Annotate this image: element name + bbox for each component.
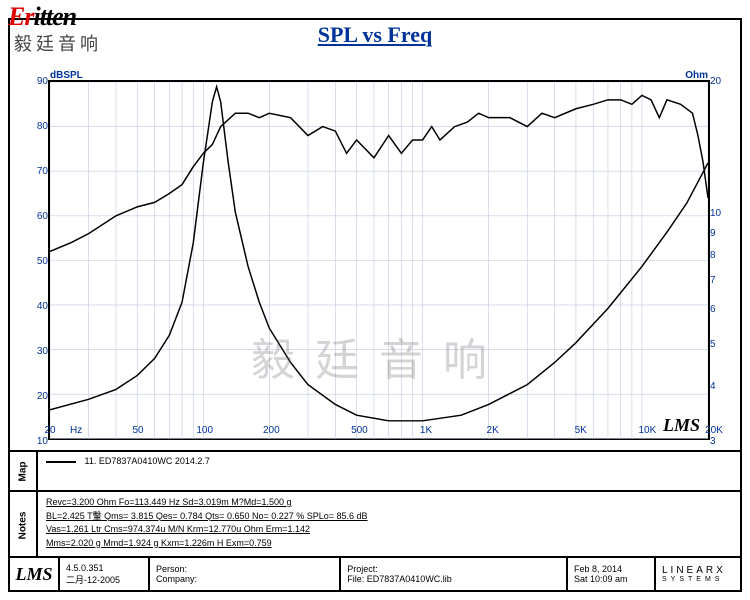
- x-unit: Hz: [70, 425, 82, 436]
- map-tab: Map: [10, 452, 38, 490]
- x-tick: 1K: [412, 425, 440, 436]
- y1-tick: 90: [28, 76, 48, 87]
- notes-line: Revc=3.200 Ohm Fo=113.449 Hz Sd=3.019m M…: [46, 496, 732, 510]
- notes-section: Notes Revc=3.200 Ohm Fo=113.449 Hz Sd=3.…: [10, 490, 740, 558]
- x-tick: 100: [191, 425, 219, 436]
- legend-text: 11. ED7837A0410WC 2014.2.7: [85, 456, 210, 466]
- notes-body: Revc=3.200 Ohm Fo=113.449 Hz Sd=3.019m M…: [38, 492, 740, 558]
- footer-linearx: LINEARX: [662, 565, 726, 576]
- y2-tick: 9: [710, 228, 730, 239]
- x-tick: 50: [124, 425, 152, 436]
- map-body: 11. ED7837A0410WC 2014.2.7: [38, 452, 740, 490]
- watermark-lms: LMS: [663, 415, 700, 436]
- footer-date: Feb 8, 2014: [574, 564, 648, 574]
- footer-person-cell: Person: Company:: [150, 558, 341, 590]
- chart-svg: [50, 82, 708, 439]
- footer-linearx-cell: LINEARX SYSTEMS: [656, 558, 740, 590]
- map-section: Map 11. ED7837A0410WC 2014.2.7: [10, 450, 740, 490]
- x-tick: 20: [36, 425, 64, 436]
- footer-company-label: Company:: [156, 574, 333, 584]
- y1-tick: 50: [28, 256, 48, 267]
- footer-lms: LMS: [10, 558, 60, 590]
- y2-tick: 6: [710, 304, 730, 315]
- y1-tick: 10: [28, 436, 48, 447]
- footer-time: Sat 10:09 am: [574, 574, 648, 584]
- y2-tick: 3: [710, 436, 730, 447]
- y1-tick: 40: [28, 301, 48, 312]
- footer-version-cell: 4.5.0.351 二月-12-2005: [60, 558, 150, 590]
- chart-area: dBSPL Ohm 102030405060708090 34567891020…: [48, 80, 710, 440]
- y1-tick: 60: [28, 211, 48, 222]
- x-tick: 2K: [479, 425, 507, 436]
- legend-line-icon: [46, 461, 76, 463]
- y2-tick: 4: [710, 381, 730, 392]
- footer-version: 4.5.0.351: [66, 563, 142, 573]
- y2-tick: 7: [710, 275, 730, 286]
- footer-project-cell: Project: File: ED7837A0410WC.lib: [341, 558, 568, 590]
- footer-person-label: Person:: [156, 564, 333, 574]
- y1-tick: 20: [28, 391, 48, 402]
- x-tick: 20K: [700, 425, 728, 436]
- footer-file-label: File: ED7837A0410WC.lib: [347, 574, 560, 584]
- y2-tick: 20: [710, 76, 730, 87]
- footer-date-cell: Feb 8, 2014 Sat 10:09 am: [568, 558, 656, 590]
- logo-red: Er: [8, 2, 33, 31]
- y2-tick: 10: [710, 208, 730, 219]
- notes-tab: Notes: [10, 492, 38, 558]
- notes-line: BL=2.425 T轚 Qms= 3.815 Qes= 0.784 Qts= 0…: [46, 510, 732, 524]
- notes-line: Mms=2.020 g Mmd=1.924 g Kxm=1.226m H Exm…: [46, 537, 732, 551]
- y2-axis-label: Ohm: [685, 70, 708, 81]
- y1-tick: 80: [28, 121, 48, 132]
- y2-tick: 5: [710, 339, 730, 350]
- y1-tick: 70: [28, 166, 48, 177]
- logo-black: itten: [33, 2, 76, 31]
- brand-subtitle: 毅廷音响: [14, 30, 102, 56]
- footer-version-date: 二月-12-2005: [66, 573, 142, 586]
- footer: LMS 4.5.0.351 二月-12-2005 Person: Company…: [10, 556, 740, 590]
- x-tick: 10K: [633, 425, 661, 436]
- footer-project-label: Project:: [347, 564, 560, 574]
- y2-tick: 8: [710, 250, 730, 261]
- x-tick: 5K: [567, 425, 595, 436]
- footer-linearx-sub: SYSTEMS: [662, 576, 723, 583]
- y1-tick: 30: [28, 346, 48, 357]
- x-tick: 500: [345, 425, 373, 436]
- outer-frame: dBSPL Ohm 102030405060708090 34567891020…: [8, 18, 742, 592]
- notes-line: Vas=1.261 Ltr Cms=974.374u M/N Krm=12.77…: [46, 523, 732, 537]
- y1-axis-label: dBSPL: [50, 70, 83, 81]
- chart-title: SPL vs Freq: [0, 22, 750, 48]
- x-tick: 200: [257, 425, 285, 436]
- brand-logo: Eritten: [8, 2, 76, 32]
